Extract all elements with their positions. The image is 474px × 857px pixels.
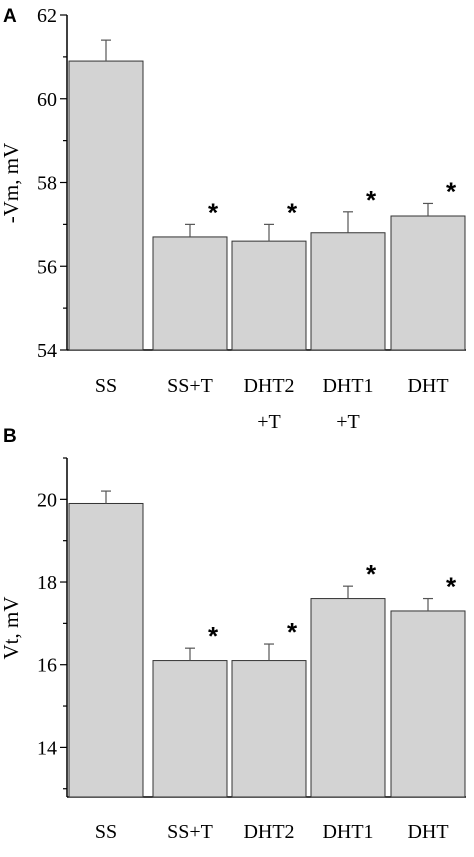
bar — [68, 60, 144, 351]
significance-marker: * — [208, 197, 219, 227]
panel-letter: B — [3, 426, 17, 447]
bar — [231, 660, 307, 798]
y-tick-label: 16 — [37, 655, 57, 677]
y-tick-label: 20 — [37, 489, 57, 511]
significance-marker: * — [446, 572, 457, 602]
bar — [310, 232, 386, 351]
y-tick-label: 58 — [37, 173, 57, 195]
x-tick-label: SS+T — [167, 821, 213, 843]
bar — [310, 598, 386, 798]
y-tick-label: 18 — [37, 572, 57, 594]
bar — [231, 240, 307, 351]
bar — [390, 215, 466, 351]
x-tick-label: SS+T — [167, 375, 213, 397]
x-tick-label: DHT2 — [243, 821, 294, 843]
bar — [152, 660, 228, 798]
bar — [68, 502, 144, 798]
significance-marker: * — [366, 559, 377, 589]
y-tick-label: 62 — [37, 5, 57, 27]
x-tick-label: DHT — [407, 375, 448, 397]
x-tick-label: SS — [95, 821, 117, 843]
x-tick-label: SS — [95, 375, 117, 397]
y-tick-label: 56 — [37, 256, 57, 278]
significance-marker: * — [287, 197, 298, 227]
bar — [390, 610, 466, 798]
panel-letter: A — [3, 6, 17, 27]
significance-marker: * — [446, 176, 457, 206]
x-tick-label-line2: +T — [257, 411, 281, 433]
significance-marker: * — [366, 185, 377, 215]
y-tick-label: 14 — [37, 737, 57, 759]
bar — [152, 236, 228, 351]
x-tick-label: DHT — [407, 821, 448, 843]
y-axis-title: -Vm, mV — [0, 143, 23, 224]
x-tick-label: DHT1 — [322, 821, 373, 843]
y-tick-label: 60 — [37, 89, 57, 111]
significance-marker: * — [287, 617, 298, 647]
y-axis-title: Vt, mV — [0, 597, 23, 660]
x-tick-label: DHT2 — [243, 375, 294, 397]
y-tick-label: 54 — [37, 340, 57, 362]
significance-marker: * — [208, 621, 219, 651]
x-tick-label-line2: +T — [336, 411, 360, 433]
x-tick-label: DHT1 — [322, 375, 373, 397]
